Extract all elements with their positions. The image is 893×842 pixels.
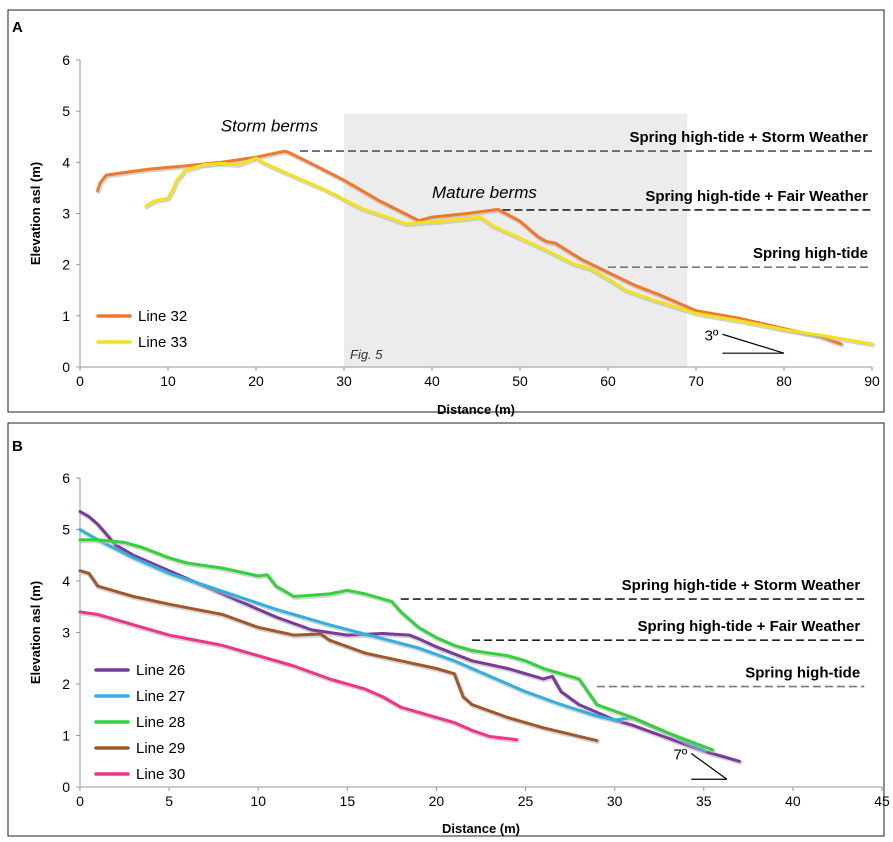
slope-marker-label: 3º [705, 327, 719, 344]
slope-marker-label: 7º [673, 747, 687, 764]
x-tick-label: 50 [512, 373, 528, 389]
legend-label: Line 27 [136, 688, 185, 705]
series-line-line-28 [78, 538, 715, 752]
x-tick-label: 20 [248, 373, 264, 389]
x-tick-label: 30 [336, 373, 352, 389]
y-tick-label: 3 [62, 206, 70, 222]
reference-line-label: Spring high-tide + Storm Weather [630, 129, 869, 146]
series-line-line-27 [78, 528, 706, 752]
y-tick-label: 5 [62, 103, 70, 119]
y-axis-title: Elevation asl (m) [28, 162, 43, 265]
x-axis-title: Distance (m) [442, 821, 520, 836]
y-tick-label: 4 [62, 573, 70, 589]
x-tick-label: 10 [160, 373, 176, 389]
annotation: Storm berms [221, 117, 319, 136]
x-axis-title: Distance (m) [437, 402, 515, 417]
panel-letter: B [12, 438, 23, 455]
panel-frame [7, 9, 885, 413]
y-tick-label: 3 [62, 625, 70, 641]
reference-line-label: Spring high-tide + Fair Weather [638, 618, 861, 635]
reference-line-label: Spring high-tide + Storm Weather [622, 577, 861, 594]
y-tick-label: 1 [62, 308, 70, 324]
y-tick-label: 2 [62, 676, 70, 692]
x-tick-label: 0 [76, 793, 84, 809]
series-line-line-32 [96, 149, 843, 346]
x-tick-label: 45 [874, 793, 890, 809]
slope-marker-hypotenuse [722, 333, 785, 354]
x-tick-label: 70 [688, 373, 704, 389]
x-tick-label: 25 [518, 793, 534, 809]
x-tick-label: 30 [607, 793, 623, 809]
x-tick-label: 5 [165, 793, 173, 809]
y-tick-label: 6 [62, 470, 70, 486]
y-tick-label: 0 [62, 359, 70, 375]
legend-label: Line 26 [136, 662, 185, 679]
x-tick-label: 0 [76, 373, 84, 389]
legend-label: Line 28 [136, 714, 185, 731]
x-tick-label: 15 [340, 793, 356, 809]
y-tick-label: 6 [62, 52, 70, 68]
y-tick-label: 2 [62, 257, 70, 273]
x-tick-label: 60 [600, 373, 616, 389]
y-tick-label: 5 [62, 522, 70, 538]
x-tick-label: 20 [429, 793, 445, 809]
series-line-line-29 [78, 569, 599, 743]
y-tick-label: 4 [62, 154, 70, 170]
y-tick-label: 1 [62, 728, 70, 744]
x-tick-label: 80 [776, 373, 792, 389]
panel-a: A Fig. 5 0 10 20 30 40 50 60 70 80 90 0 1 2 3 4 5 6 Distanc… [7, 9, 885, 417]
x-tick-label: 35 [696, 793, 712, 809]
reference-line-label: Spring high-tide + Fair Weather [645, 188, 868, 205]
shaded-region [344, 113, 688, 367]
annotation: Mature berms [432, 183, 537, 202]
reference-line-label: Spring high-tide [753, 245, 868, 262]
shaded-region-label: Fig. 5 [350, 347, 383, 362]
panel-frame [7, 422, 885, 837]
x-tick-label: 40 [785, 793, 801, 809]
y-tick-label: 0 [62, 779, 70, 795]
slope-marker-hypotenuse [690, 753, 728, 780]
reference-line-label: Spring high-tide [745, 665, 860, 682]
legend-label: Line 33 [138, 334, 187, 351]
panel-letter: A [12, 19, 23, 36]
y-axis-title: Elevation asl (m) [28, 581, 43, 684]
x-tick-label: 40 [424, 373, 440, 389]
legend-label: Line 29 [136, 740, 185, 757]
series-line-line-33 [144, 156, 874, 346]
legend-label: Line 32 [138, 308, 187, 325]
x-tick-label: 10 [250, 793, 266, 809]
x-tick-label: 90 [864, 373, 880, 389]
series-line-line-30 [78, 610, 519, 742]
legend-label: Line 30 [136, 766, 185, 783]
series-line-line-26 [78, 510, 741, 763]
